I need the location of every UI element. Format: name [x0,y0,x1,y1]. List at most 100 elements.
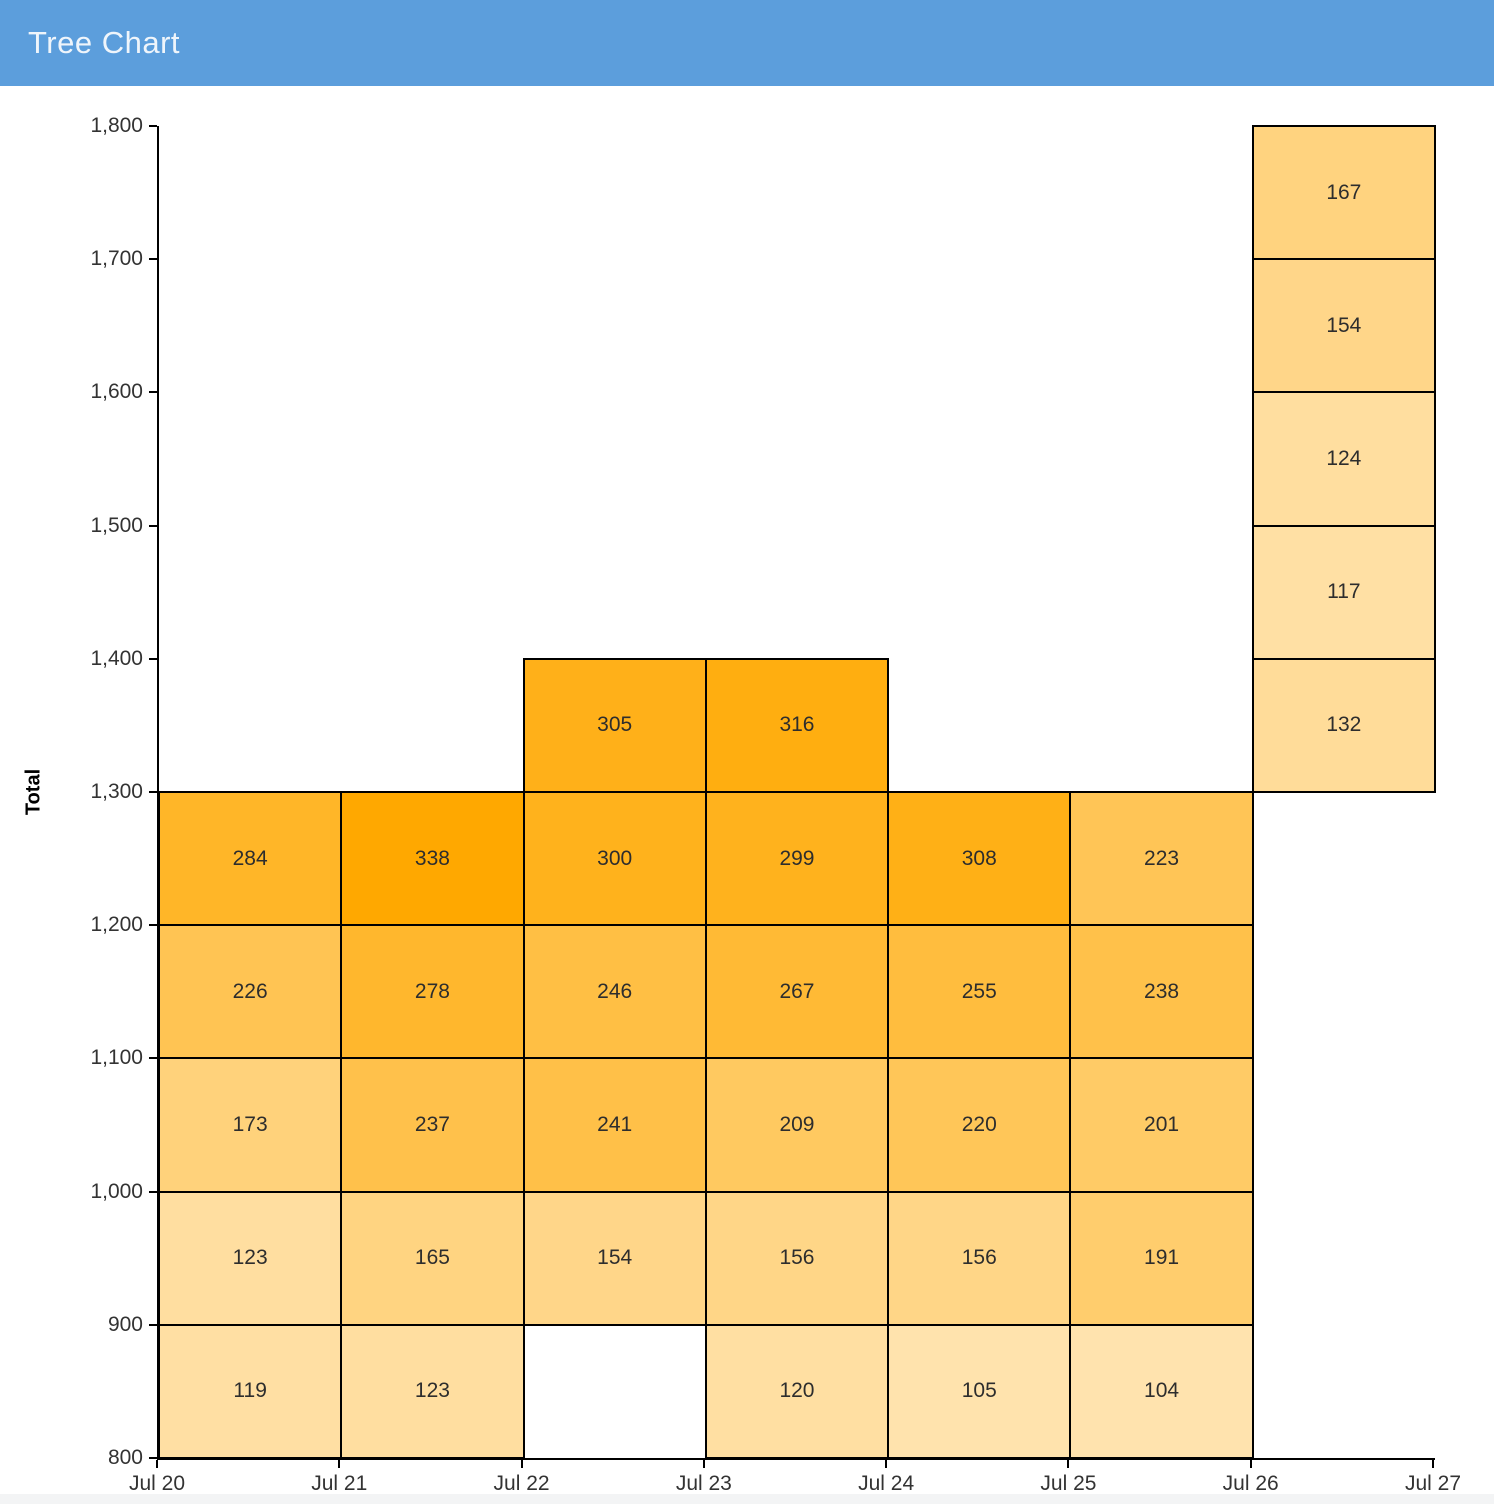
heatmap-cell[interactable]: 165 [340,1190,525,1326]
heatmap-cell[interactable]: 246 [522,924,707,1060]
heatmap-cell-value: 154 [1326,313,1362,337]
heatmap-cell[interactable]: 124 [1251,391,1436,527]
x-tick-label: Jul 21 [311,1472,368,1495]
heatmap-cell-value: 123 [232,1246,268,1270]
heatmap-cell-value: 300 [597,846,633,870]
heatmap-cell-value: 267 [779,979,815,1003]
heatmap-cell[interactable]: 223 [1069,791,1254,927]
y-tick-mark [149,1457,157,1459]
heatmap-cell[interactable]: 237 [340,1057,525,1193]
heatmap-cell[interactable]: 299 [704,791,890,927]
heatmap-cell-value: 104 [1144,1379,1180,1403]
heatmap-cell-value: 173 [232,1112,268,1136]
heatmap-cell[interactable]: 105 [887,1323,1072,1459]
heatmap-cell[interactable]: 238 [1069,924,1254,1060]
heatmap-cell[interactable]: 284 [158,791,343,927]
y-tick-label: 1,000 [90,1179,143,1203]
heatmap-cell[interactable]: 154 [1251,258,1436,394]
heatmap-cell-value: 105 [961,1379,997,1403]
heatmap-cell[interactable]: 241 [522,1057,707,1193]
heatmap-cell[interactable]: 278 [340,924,525,1060]
heatmap-cell-value: 308 [961,846,997,870]
x-tick-mark [1249,1460,1252,1468]
heatmap-cell[interactable]: 132 [1251,657,1436,793]
x-tick-mark [885,1460,888,1468]
y-tick-label: 800 [107,1446,143,1469]
heatmap-cell-value: 156 [961,1246,997,1270]
heatmap-cell[interactable]: 316 [704,657,890,793]
x-tick-label: Jul 27 [1404,1472,1462,1495]
heatmap-cell[interactable]: 226 [158,924,343,1060]
heatmap-cell-value: 201 [1144,1112,1180,1136]
heatmap-cell[interactable]: 255 [887,924,1072,1060]
heatmap-cell[interactable]: 104 [1069,1323,1254,1459]
heatmap-cell[interactable]: 156 [887,1190,1072,1326]
y-tick-mark [149,391,157,394]
heatmap-cell-value: 167 [1326,180,1362,204]
x-tick-label: Jul 22 [493,1472,550,1495]
y-tick-mark [149,258,157,261]
heatmap-cell[interactable]: 120 [704,1323,890,1459]
heatmap-cell-value: 191 [1144,1246,1180,1270]
heatmap-cell-value: 223 [1144,846,1180,870]
heatmap-cell[interactable]: 308 [887,791,1072,927]
y-tick-mark [149,524,157,527]
heatmap-cell-value: 246 [597,979,633,1003]
heatmap-cell[interactable]: 338 [340,791,525,927]
heatmap-cell-value: 156 [779,1246,815,1270]
y-tick-mark [149,1190,157,1193]
y-tick-label: 1,300 [90,780,143,803]
y-tick-mark [149,657,157,660]
heatmap-cell[interactable]: 220 [887,1057,1072,1193]
heatmap-cell[interactable]: 117 [1251,524,1436,660]
heatmap-cell-value: 120 [779,1379,815,1403]
page-background-strip [0,1494,1494,1504]
x-tick-mark [1067,1460,1070,1468]
heatmap-cell-value: 278 [414,979,450,1003]
y-tick-mark [149,924,157,927]
heatmap-cell-value: 132 [1326,713,1362,737]
heatmap-cell-value: 255 [961,979,997,1003]
y-tick-label: 900 [107,1312,143,1336]
plot-area: 119 123 173 226 284 123 165 237 278 338 154 241 246 3… [157,125,1436,1460]
title-bar: Tree Chart [0,0,1494,86]
heatmap-cell[interactable]: 191 [1069,1190,1254,1326]
y-tick-mark [149,1057,157,1060]
x-tick-label: Jul 20 [128,1472,186,1495]
heatmap-cell-value: 305 [597,713,633,737]
heatmap-cell[interactable]: 305 [522,657,707,793]
heatmap-cell-value: 220 [961,1112,997,1136]
heatmap-cell[interactable]: 209 [704,1057,890,1193]
x-tick-mark [156,1460,158,1468]
x-tick-mark [520,1460,523,1468]
y-tick-label: 1,700 [90,247,143,271]
heatmap-cell-value: 154 [597,1246,633,1270]
heatmap-cell[interactable]: 156 [704,1190,890,1326]
y-tick-label: 1,400 [90,646,143,670]
heatmap-cell-value: 241 [597,1112,633,1136]
y-tick-label: 1,500 [90,513,143,537]
heatmap-cell-value: 284 [232,846,268,870]
x-tick-label: Jul 24 [858,1472,915,1495]
y-tick-label: 1,600 [90,380,143,404]
x-tick-label: Jul 26 [1222,1472,1279,1495]
x-tick-label: Jul 23 [675,1472,732,1495]
heatmap-cell[interactable]: 173 [158,1057,343,1193]
heatmap-cell[interactable]: 267 [704,924,890,1060]
heatmap-cell[interactable]: 123 [158,1190,343,1326]
heatmap-cell[interactable]: 119 [158,1323,343,1459]
y-tick-label: 1,100 [90,1046,143,1070]
heatmap-cell-value: 226 [232,979,268,1003]
heatmap-cell[interactable]: 154 [522,1190,707,1326]
x-tick-mark [702,1460,705,1468]
y-tick-mark [149,125,157,127]
heatmap-cell[interactable]: 167 [1251,125,1436,261]
heatmap-cell[interactable]: 123 [340,1323,525,1459]
y-tick-label: 1,200 [90,913,143,937]
heatmap-cell[interactable]: 201 [1069,1057,1254,1193]
y-tick-mark [149,791,157,793]
heatmap-cell-value: 123 [414,1379,450,1403]
heatmap-cell-value: 209 [779,1112,815,1136]
heatmap-cell[interactable]: 300 [522,791,707,927]
